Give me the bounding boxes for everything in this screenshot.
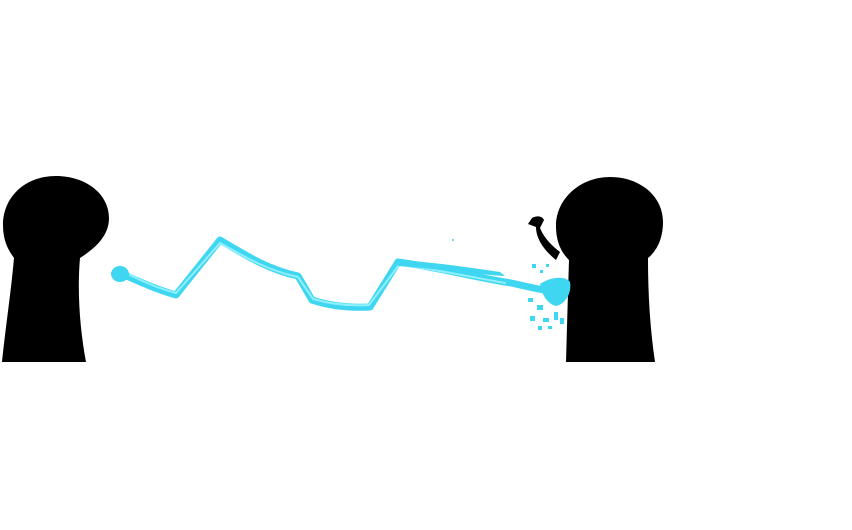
splash-drop bbox=[546, 264, 549, 267]
right-figure-raised-hand bbox=[528, 216, 560, 260]
splash-drop bbox=[532, 264, 536, 268]
splash-drop bbox=[560, 318, 564, 324]
lightning-beam bbox=[111, 236, 564, 311]
beam-upper-spark bbox=[398, 260, 505, 276]
left-figure-body bbox=[2, 176, 109, 362]
splash-drop bbox=[537, 305, 543, 310]
right-figure-body bbox=[556, 177, 663, 362]
left-figure bbox=[2, 176, 109, 362]
beam-origin-orb bbox=[111, 266, 129, 282]
splash-drop bbox=[528, 298, 533, 302]
splash-drop bbox=[543, 318, 549, 322]
splash-drop bbox=[548, 326, 552, 329]
splash-icon bbox=[540, 277, 571, 306]
impact-splash bbox=[528, 264, 571, 330]
splash-drop bbox=[540, 270, 543, 273]
right-figure bbox=[528, 177, 663, 362]
splash-drop bbox=[530, 316, 535, 321]
splash-drop bbox=[554, 312, 558, 320]
splash-drop bbox=[538, 326, 542, 330]
stray-spark bbox=[452, 239, 454, 241]
lightning-bolt-highlight bbox=[129, 242, 506, 307]
